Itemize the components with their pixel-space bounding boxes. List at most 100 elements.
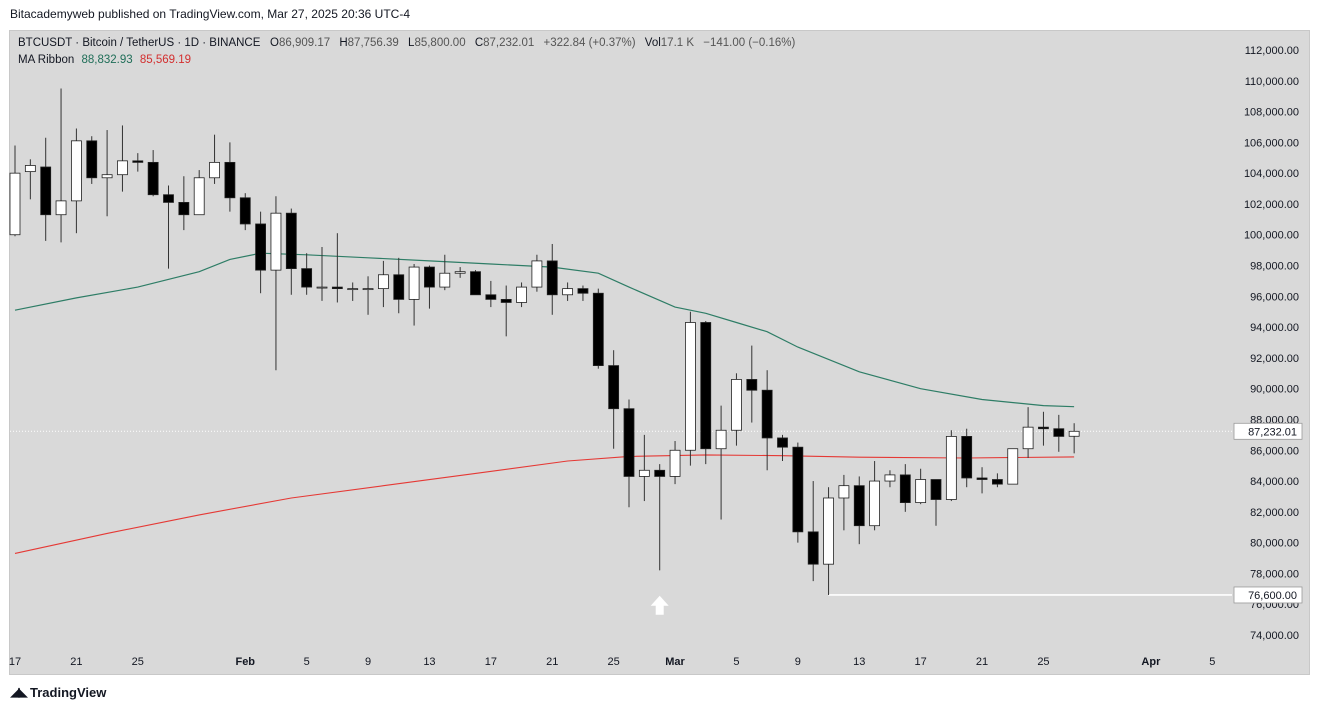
ma-lower-value: 85,569.19 — [139, 54, 192, 66]
candle-body — [531, 260, 543, 288]
time-tick-label: 17 — [915, 656, 927, 668]
candle-body — [163, 194, 174, 203]
low-label: L — [408, 37, 415, 49]
candle-body — [546, 260, 558, 296]
candle-body — [408, 266, 420, 300]
high-label: H — [339, 37, 348, 49]
support-price-badge: 76,600.00 — [1248, 590, 1297, 602]
candle-body — [562, 288, 573, 296]
time-tick-label: 9 — [365, 656, 371, 668]
volume-label: Vol — [644, 37, 661, 49]
current-price-badge-bg — [1233, 422, 1303, 440]
price-tick-label: 96,000.00 — [1250, 291, 1299, 303]
time-tick-label: 21 — [70, 656, 82, 668]
candle-body — [915, 479, 927, 504]
up-arrow-icon — [650, 595, 669, 615]
symbol-title[interactable]: BTCUSDT · Bitcoin / TetherUS · 1D · BINA… — [18, 37, 261, 49]
candle-body — [224, 161, 236, 199]
price-tick-label: 106,000.00 — [1244, 137, 1299, 149]
candle-body — [500, 298, 512, 303]
candle-body — [623, 408, 635, 477]
candle-body — [132, 160, 144, 163]
ma-lower-line — [14, 454, 1075, 554]
candle-body — [301, 268, 313, 288]
candle-body — [807, 531, 819, 565]
candle-body — [1007, 448, 1019, 485]
candle-body — [992, 479, 1003, 485]
time-tick-label: 5 — [733, 656, 739, 668]
candle-body — [1038, 426, 1049, 430]
candle-body — [331, 286, 343, 290]
price-tick-label: 82,000.00 — [1250, 507, 1299, 519]
publisher-caption: Bitacademyweb published on TradingView.c… — [10, 7, 411, 21]
candle-body — [393, 274, 405, 300]
candle-body — [746, 379, 758, 391]
candle-body — [577, 288, 589, 294]
candle-body — [1022, 426, 1034, 450]
candle-body — [592, 292, 604, 366]
price-tick-label: 112,000.00 — [1245, 45, 1299, 57]
tradingview-logo-icon: ◢◣ — [10, 684, 28, 699]
indicator-name[interactable]: MA Ribbon — [18, 54, 75, 66]
candle-body — [961, 436, 973, 479]
indicator-row: MA Ribbon 88,832.93 85,569.19 — [18, 52, 801, 69]
candle-body — [55, 200, 67, 216]
candle-body — [485, 294, 497, 300]
candle-body — [638, 469, 650, 477]
candle-body — [700, 322, 712, 450]
candle-body — [40, 166, 52, 216]
candle-body — [945, 436, 957, 500]
candle-body — [777, 437, 788, 448]
price-tick-label: 102,000.00 — [1244, 199, 1299, 211]
candle-body — [731, 379, 742, 431]
candle-body — [715, 429, 727, 450]
candle-body — [24, 165, 36, 173]
open-label: O — [270, 37, 279, 49]
brand-name: TradingView — [30, 684, 107, 700]
candle-body — [608, 365, 620, 410]
candle-body — [239, 197, 251, 225]
candle-body — [424, 266, 435, 288]
price-tick-label: 80,000.00 — [1250, 538, 1299, 550]
time-tick-label: 17 — [9, 656, 21, 668]
candle-body — [9, 172, 21, 236]
time-tick-label: 5 — [304, 656, 310, 668]
time-tick-label: Apr — [1141, 656, 1161, 668]
candle-body — [685, 322, 696, 451]
time-tick-label: Mar — [665, 656, 685, 668]
ma-upper-line — [14, 252, 1075, 408]
time-tick-label: 25 — [608, 656, 620, 668]
moving-average-ribbon — [14, 252, 1075, 554]
time-tick-label: 13 — [853, 656, 865, 668]
time-tick-label: 13 — [423, 656, 435, 668]
candle-body — [439, 272, 451, 288]
tradingview-logo[interactable]: ◢◣ TradingView — [10, 684, 106, 700]
price-tick-label: 100,000.00 — [1244, 230, 1299, 242]
time-tick-label: 25 — [132, 656, 144, 668]
candle-body — [454, 271, 466, 274]
candles — [9, 88, 1080, 595]
candle-body — [285, 212, 297, 270]
candle-body — [823, 497, 834, 565]
candle-body — [193, 177, 205, 216]
candle-body — [516, 286, 527, 303]
chart-legend: BTCUSDT · Bitcoin / TetherUS · 1D · BINA… — [18, 35, 801, 69]
volume-value: 17.1 K — [660, 37, 695, 49]
candle-body — [270, 212, 282, 271]
time-axis: 17 21 25 Feb 5 9 13 17 21 25 Mar 5 9 13 17 21 25 Apr 5 — [9, 656, 1215, 668]
price-tick-label: 108,000.00 — [1244, 107, 1299, 119]
annotations — [650, 595, 669, 615]
ohlc-row: BTCUSDT · Bitcoin / TetherUS · 1D · BINA… — [18, 35, 801, 52]
candle-body — [71, 140, 82, 202]
price-tick-label: 92,000.00 — [1250, 353, 1299, 365]
open-value: 86,909.17 — [278, 37, 331, 49]
price-tick-label: 90,000.00 — [1250, 384, 1299, 396]
price-tick-label: 84,000.00 — [1250, 476, 1299, 488]
candle-body — [117, 160, 128, 176]
close-label: C — [474, 37, 484, 49]
candle-body — [792, 446, 804, 533]
time-tick-label: 21 — [976, 656, 988, 668]
candle-body — [470, 271, 481, 296]
price-change: +322.84 (+0.37%) — [543, 37, 636, 49]
